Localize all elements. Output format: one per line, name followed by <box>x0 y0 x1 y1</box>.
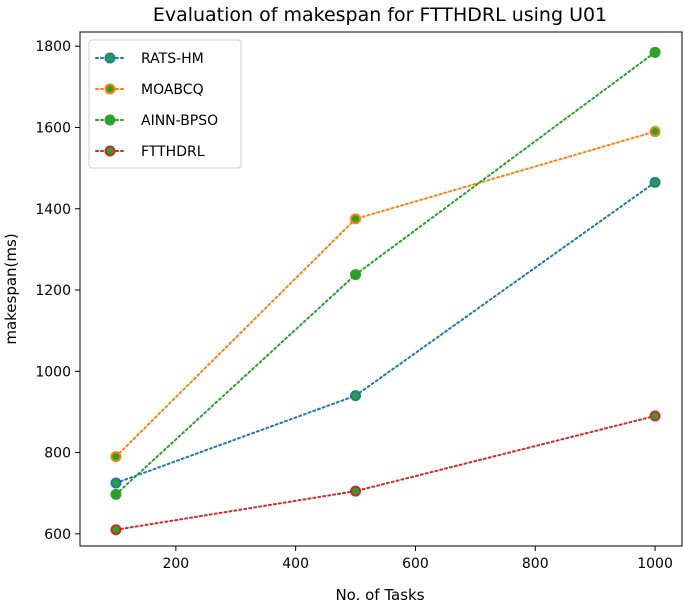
data-point <box>110 451 122 463</box>
legend: RATS-HM MOABCQ AINN-BPSO FTTHDRL <box>88 39 242 169</box>
y-axis-ticks: 600 800 1000 1200 1400 1600 1800 <box>35 39 80 543</box>
legend-marker <box>104 52 116 64</box>
legend-label: RATS-HM <box>141 51 204 67</box>
x-tick-label: 600 <box>402 556 429 572</box>
legend-item: AINN-BPSO <box>95 113 218 129</box>
legend-label: FTTHDRL <box>141 144 205 160</box>
data-point <box>110 488 122 500</box>
data-point <box>110 524 122 536</box>
chart-title: Evaluation of makespan for FTTHDRL using… <box>153 4 607 26</box>
y-tick-label: 800 <box>44 446 71 462</box>
x-tick-label: 400 <box>282 556 309 572</box>
data-point <box>110 477 122 489</box>
x-axis-title: No. of Tasks <box>335 586 424 603</box>
series-line <box>114 181 657 485</box>
data-point <box>649 46 661 58</box>
plot-area-frame <box>79 31 683 547</box>
y-tick-label: 1400 <box>35 202 71 218</box>
legend-marker <box>104 145 116 157</box>
data-point <box>350 390 362 402</box>
series-line <box>114 130 657 458</box>
x-tick-label: 800 <box>522 556 549 572</box>
series-layer <box>110 46 661 536</box>
data-point <box>649 176 661 188</box>
legend-marker <box>104 114 116 126</box>
x-tick-label: 200 <box>162 556 189 572</box>
data-point <box>350 485 362 497</box>
data-point <box>350 269 362 281</box>
legend-box <box>88 39 242 169</box>
x-axis-ticks: 200 400 600 800 1000 <box>162 546 673 572</box>
y-tick-label: 1200 <box>35 283 71 299</box>
data-point <box>649 410 661 422</box>
legend-item: FTTHDRL <box>95 144 205 160</box>
series-rats-hm <box>110 176 661 489</box>
series-ainn-bpso <box>110 46 661 500</box>
data-point <box>649 126 661 138</box>
data-point <box>350 213 362 225</box>
legend-item: RATS-HM <box>95 51 204 67</box>
y-tick-label: 1800 <box>35 39 71 55</box>
x-tick-label: 1000 <box>637 556 673 572</box>
legend-label: AINN-BPSO <box>141 113 218 129</box>
series-line <box>114 414 657 531</box>
legend-marker <box>104 83 116 95</box>
y-tick-label: 600 <box>44 527 71 543</box>
series-ftthdrl <box>110 410 661 536</box>
y-axis-title: makespan(ms) <box>2 233 20 344</box>
series-moabcq <box>110 126 661 463</box>
legend-label: MOABCQ <box>141 82 204 98</box>
legend-item: MOABCQ <box>95 82 204 98</box>
y-tick-label: 1000 <box>35 364 71 380</box>
y-tick-label: 1600 <box>35 120 71 136</box>
